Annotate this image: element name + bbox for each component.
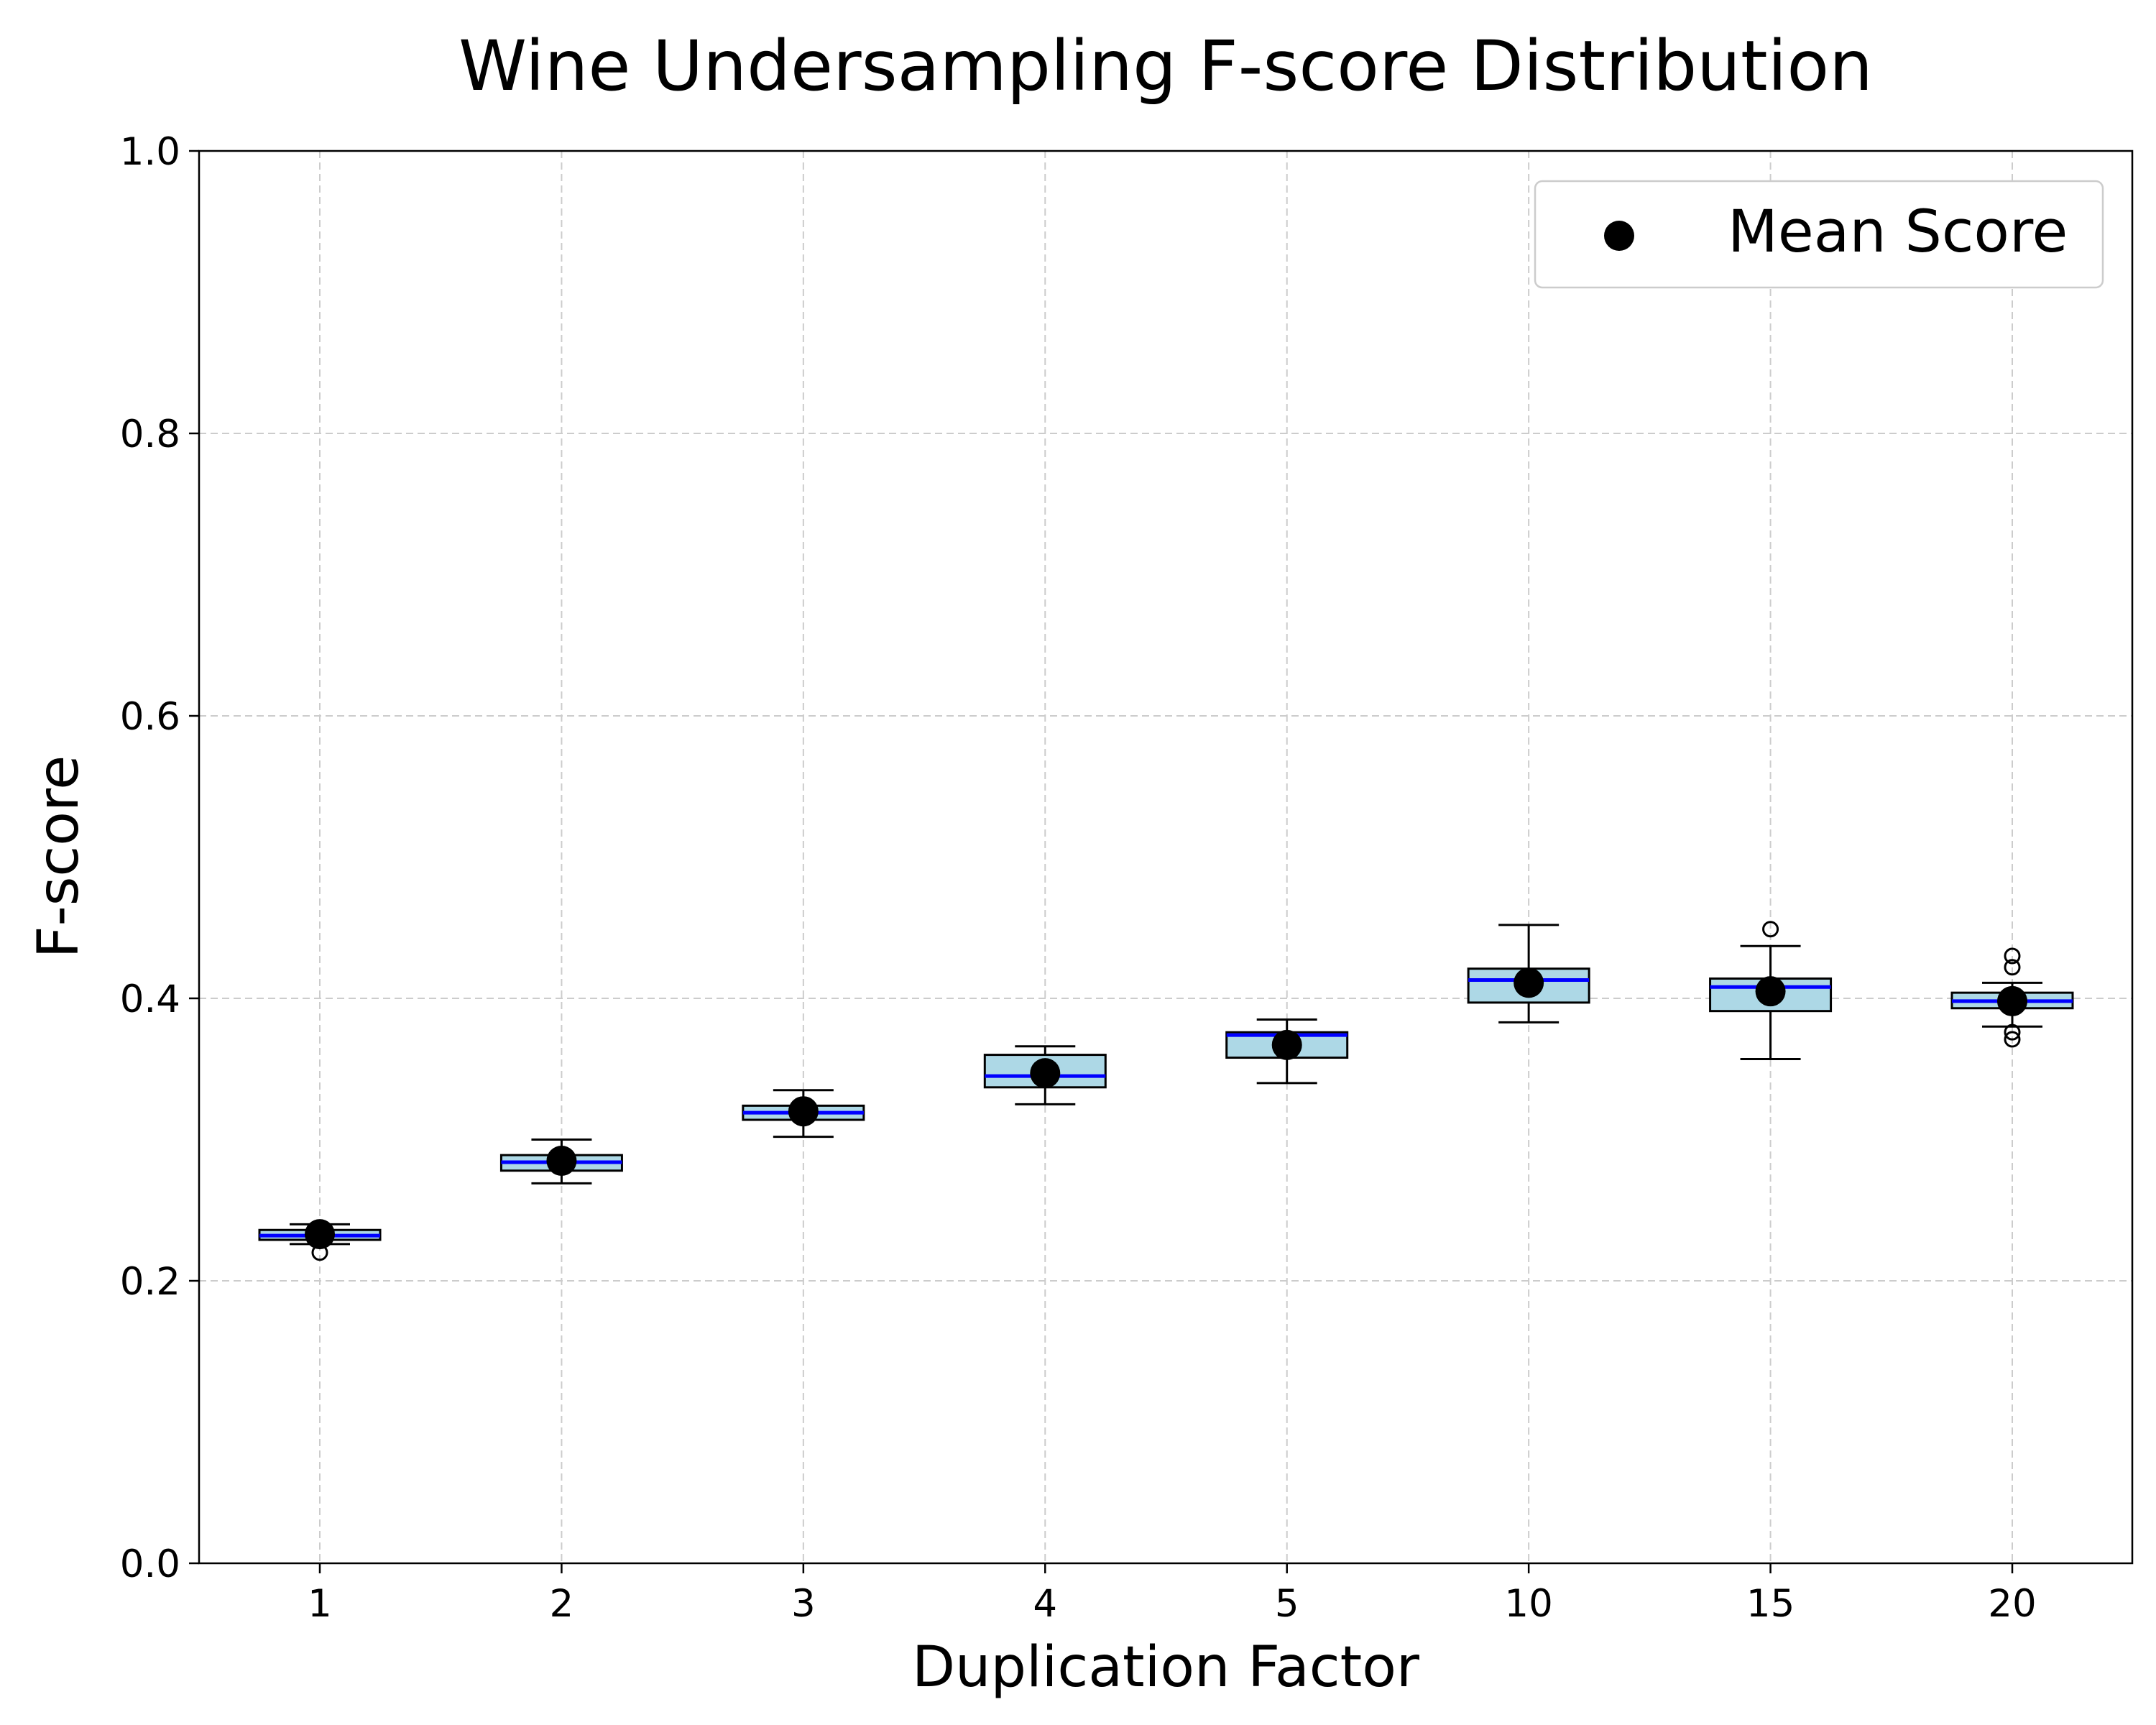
box-group xyxy=(499,1138,623,1184)
x-tick-label: 4 xyxy=(1033,1582,1057,1626)
box-group xyxy=(258,1219,382,1261)
legend-frame xyxy=(1534,180,2104,289)
x-tick-label: 5 xyxy=(1275,1582,1299,1626)
outlier-point xyxy=(2004,947,2021,965)
mean-point xyxy=(1997,985,2027,1016)
x-axis-ticks: 1 2 3 4 5 10 15 20 xyxy=(308,1563,2037,1626)
chart-title: Wine Undersampling F-score Distribution xyxy=(459,26,1873,106)
y-tick-label: 0.6 xyxy=(120,695,180,739)
mean-point xyxy=(1271,1029,1302,1060)
box-group xyxy=(1709,921,1833,1060)
outlier-point xyxy=(2004,1031,2021,1048)
y-tick-label: 0.2 xyxy=(120,1260,180,1304)
y-tick-label: 0.0 xyxy=(120,1542,180,1586)
mean-point xyxy=(1755,976,1786,1007)
legend: Mean Score xyxy=(1534,180,2104,289)
mean-point xyxy=(305,1219,335,1250)
y-tick-label: 0.4 xyxy=(120,978,180,1021)
outlier-point xyxy=(1762,921,1779,938)
x-tick-label: 2 xyxy=(550,1582,574,1626)
box-group xyxy=(983,1045,1107,1105)
x-axis-label: Duplication Factor xyxy=(912,1635,1420,1700)
outlier-point xyxy=(2004,959,2021,976)
box-group xyxy=(742,1089,865,1138)
x-tick-label: 20 xyxy=(1988,1582,2036,1626)
box-group xyxy=(1467,924,1590,1024)
x-tick-label: 15 xyxy=(1746,1582,1795,1626)
y-axis-label: F-score xyxy=(27,755,91,959)
mean-point xyxy=(546,1145,577,1176)
box-group xyxy=(1225,1018,1349,1085)
grid-layer xyxy=(199,150,2132,1564)
box-layer xyxy=(258,921,2074,1261)
y-axis-ticks: 0.0 0.2 0.4 0.6 0.8 1.0 xyxy=(120,130,199,1586)
plot-frame xyxy=(198,150,2134,1565)
box-group xyxy=(1950,947,2074,1048)
y-tick-label: 1.0 xyxy=(120,130,180,174)
x-tick-label: 1 xyxy=(308,1582,332,1626)
x-tick-label: 3 xyxy=(791,1582,816,1626)
outlier-point xyxy=(2004,1024,2021,1041)
legend-mean-marker xyxy=(1604,221,1634,251)
mean-point xyxy=(1030,1058,1061,1089)
mean-point xyxy=(1514,967,1544,998)
x-tick-label: 10 xyxy=(1504,1582,1552,1626)
mean-point xyxy=(788,1096,819,1127)
legend-label-mean-score: Mean Score xyxy=(1728,198,2068,266)
y-tick-label: 0.8 xyxy=(120,413,180,456)
